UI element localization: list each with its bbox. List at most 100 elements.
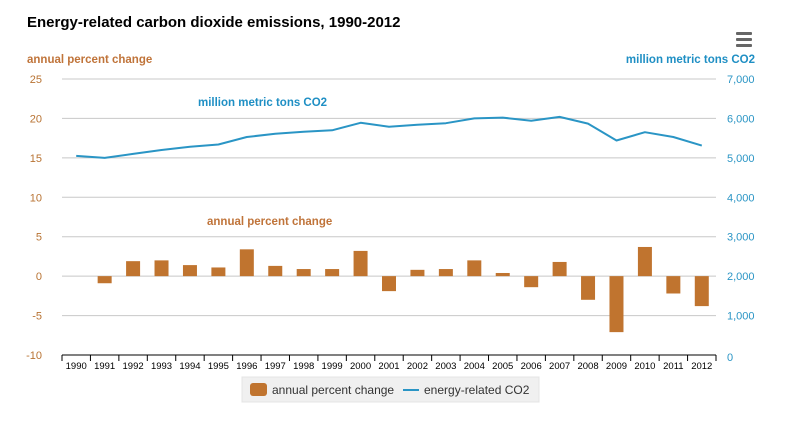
co2-point-2004[interactable] <box>471 115 477 121</box>
right-tick-label: 3,000 <box>727 232 755 244</box>
x-tick-label: 1998 <box>293 361 314 372</box>
right-tick-label: 0 <box>727 352 733 364</box>
x-tick-label: 1992 <box>123 361 144 372</box>
bar-1996[interactable] <box>239 249 254 277</box>
bar-2001[interactable] <box>382 276 396 292</box>
legend-line-label: energy-related CO2 <box>424 383 530 397</box>
co2-point-1994[interactable] <box>187 144 193 150</box>
left-tick-label: 25 <box>30 74 42 86</box>
co2-point-1999[interactable] <box>329 127 335 133</box>
right-tick-label: 4,000 <box>727 192 755 204</box>
left-tick-label: -5 <box>32 311 42 323</box>
co2-point-1995[interactable] <box>215 141 221 147</box>
x-tick-label: 1996 <box>236 361 257 372</box>
x-tick-label: 1995 <box>208 361 229 372</box>
co2-point-1992[interactable] <box>130 151 136 157</box>
bar-1997[interactable] <box>268 265 283 277</box>
co2-point-1996[interactable] <box>244 134 250 140</box>
left-tick-label: 10 <box>30 192 42 204</box>
bar-2006[interactable] <box>524 276 539 288</box>
co2-point-2011[interactable] <box>670 134 676 140</box>
co2-point-1993[interactable] <box>159 147 165 153</box>
left-tick-label: 0 <box>36 271 42 283</box>
x-tick-label: 1994 <box>179 361 200 372</box>
co2-point-2002[interactable] <box>414 122 420 128</box>
legend-item-line[interactable]: energy-related CO2 <box>403 383 530 397</box>
co2-point-2006[interactable] <box>528 118 534 124</box>
co2-point-2010[interactable] <box>642 129 648 135</box>
co2-point-2003[interactable] <box>443 120 449 126</box>
x-tick-label: 2002 <box>407 361 428 372</box>
co2-point-2005[interactable] <box>500 115 506 121</box>
x-tick-label: 1997 <box>265 361 286 372</box>
x-tick-label: 1993 <box>151 361 172 372</box>
bar-1995[interactable] <box>211 267 226 277</box>
right-tick-label: 5,000 <box>727 153 755 165</box>
left-axis-title: annual percent change <box>27 54 152 66</box>
x-tick-label: 2000 <box>350 361 371 372</box>
bar-2008[interactable] <box>581 276 596 300</box>
bar-2012[interactable] <box>694 276 709 307</box>
co2-line[interactable] <box>76 115 703 159</box>
bar-2004[interactable] <box>467 260 482 277</box>
right-axis-title: million metric tons CO2 <box>626 54 755 66</box>
bar-2002[interactable] <box>410 269 425 277</box>
bar-annotation: annual percent change <box>207 216 332 228</box>
legend-bar-label: annual percent change <box>272 383 394 397</box>
bar-2005[interactable] <box>495 272 510 277</box>
menu-button[interactable] <box>733 28 755 48</box>
x-tick-label: 2003 <box>435 361 456 372</box>
x-tick-label: 2011 <box>663 361 683 372</box>
left-tick-label: 5 <box>36 232 42 244</box>
co2-point-2007[interactable] <box>557 114 563 120</box>
bar-2010[interactable] <box>637 246 652 277</box>
x-tick-label: 1999 <box>322 361 343 372</box>
bar-2009[interactable] <box>609 276 624 333</box>
line-annotation: million metric tons CO2 <box>198 97 327 109</box>
right-tick-label: 2,000 <box>727 271 755 283</box>
x-tick-label: 2008 <box>577 361 598 372</box>
bar-1992[interactable] <box>126 261 141 277</box>
co2-point-1998[interactable] <box>301 129 307 135</box>
co2-point-2012[interactable] <box>699 143 705 149</box>
legend-item-bars[interactable]: annual percent change <box>250 383 394 397</box>
x-tick-label: 2001 <box>378 361 399 372</box>
x-tick-label: 2009 <box>606 361 627 372</box>
bar-1998[interactable] <box>296 269 311 277</box>
x-tick-label: 2010 <box>634 361 655 372</box>
bar-2000[interactable] <box>353 250 368 277</box>
x-tick-label: 2007 <box>549 361 570 372</box>
co2-point-1990[interactable] <box>73 153 79 159</box>
right-tick-label: 1,000 <box>727 311 755 323</box>
bar-2007[interactable] <box>552 261 567 277</box>
x-tick-label: 2006 <box>521 361 542 372</box>
bar-1991[interactable] <box>97 276 112 284</box>
legend: annual percent change energy-related CO2 <box>241 376 540 403</box>
chart-title: Energy-related carbon dioxide emissions,… <box>27 14 401 31</box>
x-tick-label: 2004 <box>464 361 485 372</box>
bar-2011[interactable] <box>666 276 681 294</box>
co2-point-1991[interactable] <box>102 155 108 161</box>
co2-point-1997[interactable] <box>272 131 278 137</box>
bar-1993[interactable] <box>154 260 169 277</box>
x-tick-label: 1990 <box>66 361 87 372</box>
bar-2003[interactable] <box>438 269 453 277</box>
bar-1999[interactable] <box>325 269 340 277</box>
left-tick-label: 15 <box>30 153 42 165</box>
legend-bar-swatch <box>250 383 267 396</box>
co2-point-2000[interactable] <box>358 120 364 126</box>
left-tick-label: -10 <box>26 350 42 362</box>
left-tick-label: 20 <box>30 113 42 125</box>
x-tick-label: 1991 <box>94 361 115 372</box>
x-tick-label: 2012 <box>691 361 712 372</box>
right-tick-label: 7,000 <box>727 74 755 86</box>
co2-point-2008[interactable] <box>585 121 591 127</box>
bar-1994[interactable] <box>182 265 197 277</box>
right-tick-label: 6,000 <box>727 113 755 125</box>
co2-point-2009[interactable] <box>613 138 619 144</box>
hamburger-menu-icon <box>736 32 752 47</box>
x-tick-label: 2005 <box>492 361 513 372</box>
co2-point-2001[interactable] <box>386 124 392 130</box>
